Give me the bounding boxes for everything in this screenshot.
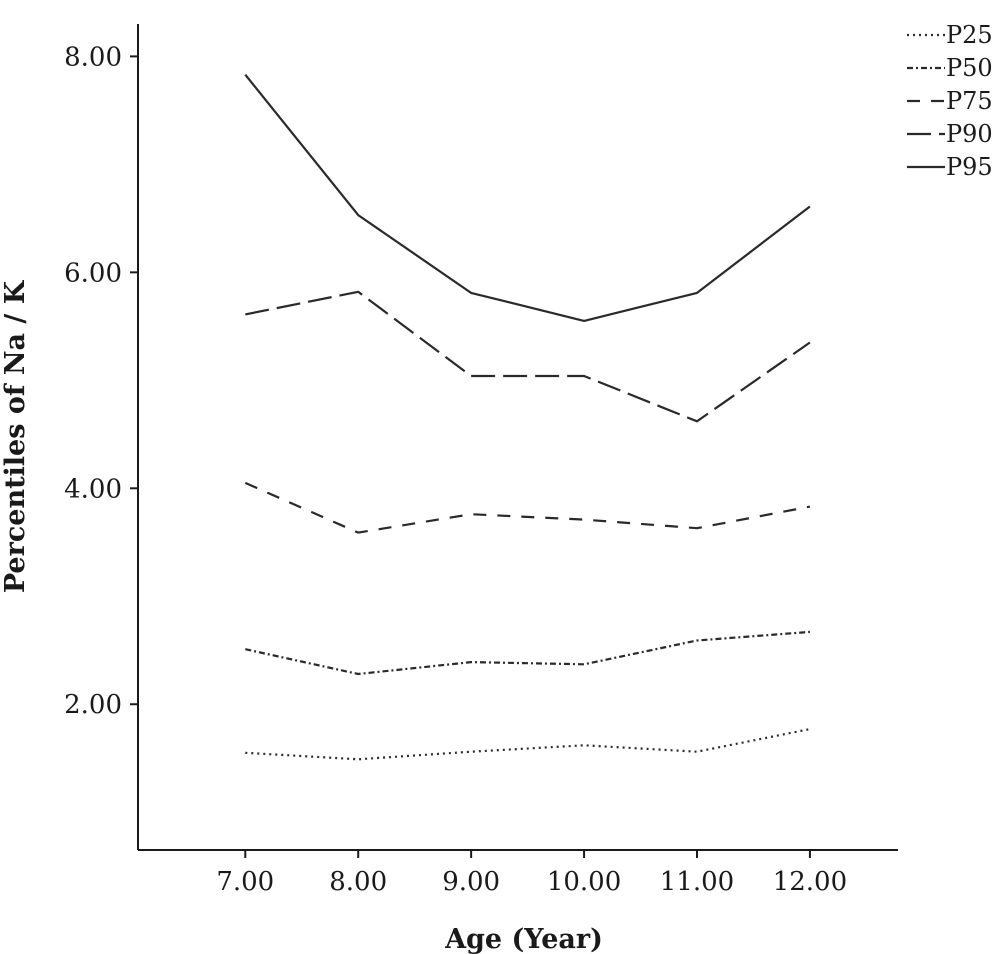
legend-label: P90 bbox=[946, 120, 993, 148]
y-tick-label: 8.00 bbox=[64, 42, 122, 72]
legend-label: P75 bbox=[946, 87, 993, 115]
x-tick-label: 11.00 bbox=[660, 867, 734, 897]
series-line-p75 bbox=[244, 481, 811, 534]
x-tick-label: 10.00 bbox=[547, 867, 621, 897]
x-axis-title: Age (Year) bbox=[444, 924, 603, 954]
legend-item-p25: P25 bbox=[907, 21, 993, 49]
legend-item-p50: P50 bbox=[907, 54, 993, 82]
legend-label: P50 bbox=[946, 54, 993, 82]
series-line-p95 bbox=[244, 74, 811, 322]
legend-item-p75: P75 bbox=[907, 87, 993, 115]
x-tick-label: 8.00 bbox=[329, 867, 387, 897]
legend-item-p90: P90 bbox=[907, 120, 993, 148]
x-tick-label: 7.00 bbox=[216, 867, 274, 897]
plot-area: 2.00 4.00 6.00 8.00 7.00 8.00 9.00 10.00 11.00 1… bbox=[64, 24, 898, 897]
y-axis-title: Percentiles of Na / K bbox=[0, 279, 31, 593]
x-tick-label: 12.00 bbox=[773, 867, 847, 897]
legend-item-p95: P95 bbox=[907, 153, 993, 181]
x-axis-ticks: 7.00 8.00 9.00 10.00 11.00 12.00 bbox=[216, 850, 847, 897]
y-tick-label: 4.00 bbox=[64, 474, 122, 504]
x-tick-label: 9.00 bbox=[442, 867, 500, 897]
y-tick-label: 6.00 bbox=[64, 258, 122, 288]
legend-label: P95 bbox=[946, 153, 993, 181]
y-axis-ticks: 2.00 4.00 6.00 8.00 bbox=[64, 42, 138, 720]
legend-label: P25 bbox=[946, 21, 993, 49]
series-line-p50 bbox=[245, 630, 810, 676]
series-line-p90 bbox=[245, 290, 811, 423]
series-lines bbox=[244, 74, 811, 761]
y-tick-label: 2.00 bbox=[64, 690, 122, 720]
legend: P25 P50 P75 P90 P95 bbox=[907, 21, 993, 181]
series-line-p25 bbox=[245, 728, 811, 761]
